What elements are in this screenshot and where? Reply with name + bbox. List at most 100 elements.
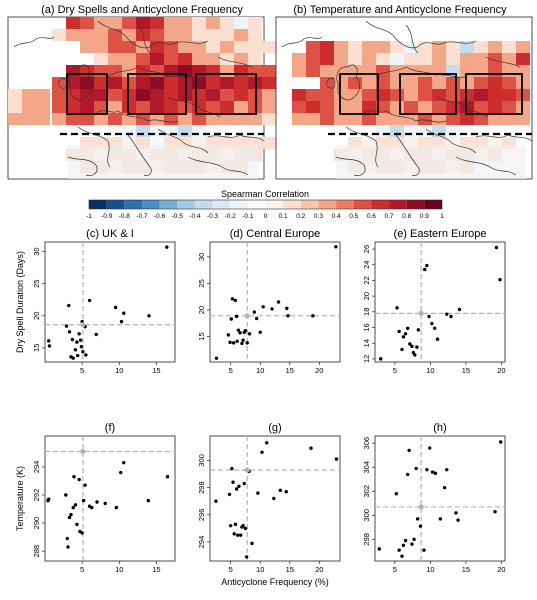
y-axis-label: Dry Spell Duration (Days) [15,251,25,353]
data-point [378,357,383,361]
map-cell [220,101,234,113]
map-cell [122,41,136,53]
data-point [242,481,246,486]
data-point [454,511,458,515]
map-cell [136,41,150,53]
data-point [311,314,315,318]
map-cell [348,89,362,101]
map-cell [446,41,460,53]
map-cell [362,65,376,77]
colorbar-tick-label: -0.1 [242,213,254,220]
x-tick-label: 15 [286,565,294,574]
map-cell [376,89,390,101]
mean-point [244,313,250,319]
data-point [228,340,232,345]
data-point [230,297,235,301]
colorbar-swatch [265,200,284,209]
map-cell [136,101,150,113]
map-cell [306,101,320,113]
map-a [7,16,290,180]
map-cell [446,53,460,65]
map-cell [108,77,122,89]
colorbar-tick-label: 0.6 [367,213,376,220]
map-cell [248,29,262,41]
data-point [395,306,399,310]
map-cell [206,77,220,89]
data-point [227,492,232,497]
data-point [80,531,84,535]
data-point [73,348,78,352]
coastline [336,64,360,101]
map-cell [376,125,390,137]
map-cell [248,89,262,101]
map-cell [320,89,334,101]
data-point [71,505,75,510]
data-point [270,307,274,311]
map-cell [192,17,206,29]
data-point [81,498,86,503]
map-cell [404,53,418,65]
colorbar-tick-label: -0.8 [119,213,131,220]
y-tick-label: 294 [197,536,206,549]
data-point [64,493,68,497]
map-cell [292,113,306,125]
map-cell [192,125,206,137]
data-point [241,523,245,528]
x-tick-label: 20 [315,366,323,375]
data-point [72,475,76,479]
data-point [75,522,79,527]
map-cell [418,77,432,89]
data-point [394,491,399,496]
x-tick-label: 5 [80,366,84,375]
map-cell [164,89,178,101]
map-cell [66,29,80,41]
coastline [67,156,98,176]
data-point [377,547,381,551]
data-point [254,316,259,321]
map-cell [460,41,474,53]
data-point [435,337,440,341]
map-cell [94,77,108,89]
x-tick-label: 10 [115,565,123,574]
map-cell [206,41,220,53]
map-cell [502,77,516,89]
map-cell [516,41,530,53]
colorbar-swatch [318,200,337,209]
coastline [375,66,467,78]
map-cell [108,89,122,101]
colorbar-tick-label: -0.3 [207,213,219,220]
data-point [445,312,449,316]
map-cell [80,101,94,113]
data-point [71,356,75,360]
x-tick-label: 5 [229,366,233,375]
map-cell [446,89,460,101]
y-tick-label: 30 [197,253,206,261]
colorbar-tick-label: -1 [86,213,92,220]
map-cell [262,77,276,89]
x-tick-label: 10 [256,565,264,574]
map-panel-b: (b) Temperature and Anticyclone Frequenc… [275,4,533,180]
data-point [498,277,502,282]
map-cell [234,41,248,53]
map-cell [320,53,334,65]
data-point [247,332,252,336]
mean-point [244,467,250,473]
data-point [422,548,426,552]
map-cell [348,65,362,77]
land-shade [68,145,258,179]
map-cell [488,65,502,77]
y-tick-label: 20 [197,306,206,314]
coastline [363,110,447,123]
map-cell [404,113,418,125]
x-tick-label: 15 [152,565,160,574]
x-tick-label: 15 [152,366,160,375]
map-cell [306,113,320,125]
map-cell [432,77,446,89]
data-point [284,490,288,494]
map-land-south [336,145,526,179]
coastline [137,24,151,54]
map-cell [94,113,108,125]
map-cell [248,101,262,113]
map-cell [8,89,22,101]
map-cell [36,89,50,101]
